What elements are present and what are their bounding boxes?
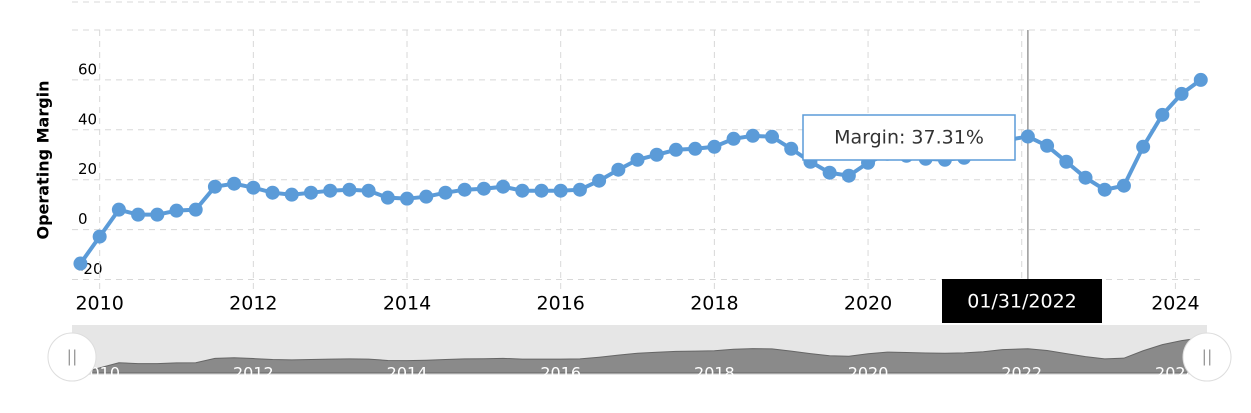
data-point bbox=[572, 182, 587, 197]
data-point bbox=[784, 141, 799, 156]
data-point bbox=[111, 202, 126, 217]
data-point bbox=[1059, 154, 1074, 169]
data-point bbox=[611, 162, 626, 177]
data-point bbox=[707, 139, 722, 154]
x-tick-label: 2018 bbox=[690, 293, 738, 315]
data-point bbox=[188, 202, 203, 217]
data-point bbox=[323, 183, 338, 198]
data-point bbox=[246, 180, 261, 195]
navigator-label: 2018 bbox=[694, 364, 735, 383]
data-point bbox=[1155, 107, 1170, 122]
navigator-handle[interactable] bbox=[47, 332, 97, 382]
data-point bbox=[668, 142, 683, 157]
data-point bbox=[131, 207, 146, 222]
data-point bbox=[457, 182, 472, 197]
x-tick-label: 2010 bbox=[75, 293, 123, 315]
data-point bbox=[765, 129, 780, 144]
tooltip-box bbox=[802, 114, 1016, 161]
data-point bbox=[438, 185, 453, 200]
data-point bbox=[822, 165, 837, 180]
y-axis-label: Operating Margin bbox=[34, 80, 53, 239]
data-point bbox=[688, 141, 703, 156]
navigator-label: 2012 bbox=[233, 364, 274, 383]
data-point bbox=[227, 176, 242, 191]
data-point bbox=[342, 182, 357, 197]
tooltip-text: Margin: 37.31% bbox=[834, 127, 984, 149]
data-point bbox=[361, 183, 376, 198]
navigator-label: 2022 bbox=[1001, 364, 1042, 383]
data-point bbox=[284, 187, 299, 202]
handle-grip: || bbox=[1202, 347, 1213, 366]
data-point bbox=[1040, 138, 1055, 153]
navigator-label: 2014 bbox=[387, 364, 428, 383]
data-point bbox=[534, 183, 549, 198]
y-tick-label: 60 bbox=[78, 60, 97, 78]
x-tick-label: 2016 bbox=[537, 293, 585, 315]
x-tick-label: 2012 bbox=[229, 293, 277, 315]
data-point bbox=[73, 256, 88, 271]
data-point bbox=[745, 128, 760, 143]
data-point bbox=[1020, 129, 1035, 144]
data-point bbox=[419, 189, 434, 204]
data-point bbox=[496, 179, 511, 194]
data-point bbox=[169, 203, 184, 218]
data-point bbox=[400, 191, 415, 206]
y-tick-label: 0 bbox=[78, 210, 88, 228]
series-line bbox=[78, 78, 1202, 265]
data-point bbox=[92, 229, 107, 244]
data-point bbox=[515, 183, 530, 198]
data-point bbox=[1174, 86, 1189, 101]
data-point bbox=[726, 131, 741, 146]
data-point bbox=[649, 147, 664, 162]
navigator-label: 2020 bbox=[848, 364, 889, 383]
handle-grip: || bbox=[67, 347, 78, 366]
y-tick-label: 20 bbox=[78, 160, 97, 178]
data-point bbox=[303, 185, 318, 200]
x-tick-label: 2024 bbox=[1151, 293, 1199, 315]
data-point bbox=[476, 181, 491, 196]
tooltip-date: 01/31/2022 bbox=[967, 291, 1077, 313]
x-tick-label: 2020 bbox=[844, 293, 892, 315]
data-point bbox=[1078, 170, 1093, 185]
data-point bbox=[150, 207, 165, 222]
y-tick-label: 40 bbox=[78, 110, 97, 128]
navigator-handle[interactable] bbox=[1182, 332, 1232, 382]
tooltip-date-box bbox=[942, 279, 1102, 323]
data-point bbox=[265, 185, 280, 200]
navigator-label: 2016 bbox=[540, 364, 581, 383]
data-point bbox=[380, 190, 395, 205]
data-point bbox=[207, 179, 222, 194]
data-point bbox=[1097, 182, 1112, 197]
data-point bbox=[630, 152, 645, 167]
data-point bbox=[1136, 139, 1151, 154]
data-point bbox=[1193, 72, 1208, 87]
data-point bbox=[1116, 178, 1131, 193]
data-point bbox=[553, 183, 568, 198]
data-point bbox=[592, 173, 607, 188]
data-point bbox=[841, 168, 856, 183]
navigator-area bbox=[80, 337, 1202, 374]
x-tick-label: 2014 bbox=[383, 293, 431, 315]
